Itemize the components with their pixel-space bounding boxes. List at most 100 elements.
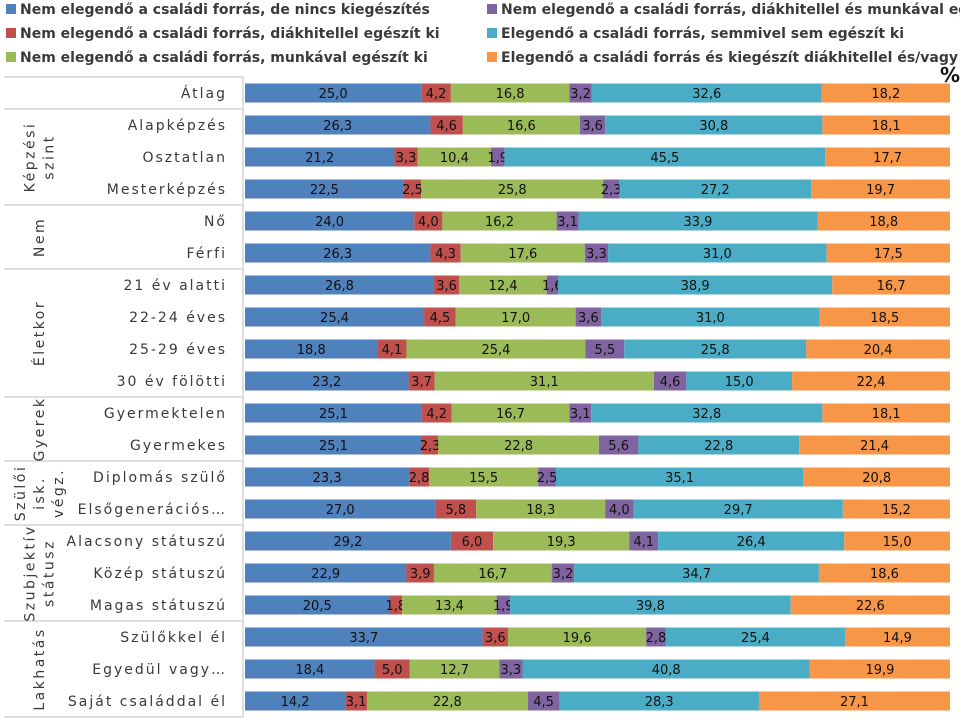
- row-3: Osztatlan 21,2 3,3 10,4 1,9 45,5 17,7: [142, 147, 950, 167]
- data-label: 13,4: [435, 599, 464, 614]
- bar-segment: [504, 147, 826, 167]
- data-label: 12,7: [440, 663, 469, 678]
- data-label: 3,6: [485, 631, 506, 646]
- legend-label-1: Nem elegendő a családi forrás, de nincs …: [20, 2, 430, 18]
- data-label: 27,0: [326, 503, 355, 518]
- bar-segment: [245, 115, 431, 135]
- group-label-line: Életkor: [31, 300, 48, 366]
- row-label: 25-29 éves: [129, 342, 227, 358]
- bar-segment: [403, 179, 422, 199]
- data-label: 17,6: [508, 247, 537, 262]
- row-label: Gyermekes: [130, 438, 227, 454]
- group-label-1: Képzési szint: [23, 122, 58, 193]
- bar-segment: [491, 147, 505, 167]
- data-label: 31,0: [696, 311, 725, 326]
- data-label: 16,7: [496, 407, 525, 422]
- bar-segment: [433, 275, 460, 295]
- bar-segment: [574, 563, 819, 583]
- data-label: 16,6: [507, 119, 536, 134]
- rows: Átlag 25,0 4,2 16,8 3,2 32,6 18,2 Alapképzés 26,…: [67, 83, 951, 711]
- data-label: 22,6: [856, 599, 885, 614]
- data-label: 17,7: [873, 151, 902, 166]
- group-label-2: Nem: [32, 217, 48, 257]
- bar-segment: [821, 83, 950, 103]
- legend-swatch-4: [487, 4, 497, 14]
- bar-segment: [421, 83, 451, 103]
- data-label: 18,4: [295, 663, 324, 678]
- bar-segment: [245, 307, 425, 327]
- data-label: 25,4: [741, 631, 770, 646]
- data-label: 15,5: [469, 471, 498, 486]
- data-label: 25,0: [319, 87, 348, 102]
- data-label: 3,2: [553, 567, 574, 582]
- bar-segment: [629, 531, 659, 551]
- bar-segment: [569, 403, 592, 423]
- bar-segment: [421, 179, 604, 199]
- bar-segment: [435, 499, 477, 519]
- bar-segment: [605, 115, 823, 135]
- data-label: 10,4: [440, 151, 469, 166]
- data-label: 2,3: [420, 439, 441, 454]
- row-1: Átlag 25,0 4,2 16,8 3,2 32,6 18,2: [181, 83, 950, 103]
- row-label: Magas státuszú: [90, 598, 227, 614]
- bar-segment: [559, 691, 759, 711]
- row-8: 22-24 éves 25,4 4,5 17,0 3,6 31,0 18,5: [129, 307, 950, 327]
- bar-segment: [527, 691, 560, 711]
- data-label: 22,8: [704, 439, 733, 454]
- group-label-6: Szubjektív státusz: [23, 524, 58, 621]
- data-label: 32,6: [692, 87, 721, 102]
- data-label: 3,1: [557, 215, 578, 230]
- data-label: 3,6: [582, 119, 603, 134]
- data-label: 15,0: [883, 535, 912, 550]
- bar-segment: [402, 595, 497, 615]
- data-label: 3,2: [570, 87, 591, 102]
- group-label-3: Életkor: [31, 300, 48, 366]
- data-label: 1,9: [487, 151, 508, 166]
- bar-segment: [584, 243, 609, 263]
- bar-segment: [429, 467, 539, 487]
- row-20: Saját családdal él 14,2 3,1 22,8 4,5 28,3 27,1: [68, 691, 951, 711]
- bar-segment: [424, 307, 456, 327]
- bar-segment: [842, 499, 950, 519]
- data-label: 4,1: [633, 535, 654, 550]
- bar-segment: [790, 595, 950, 615]
- data-label: 25,8: [701, 343, 730, 358]
- bar-segment: [455, 307, 576, 327]
- row-label: Gyermektelen: [104, 406, 227, 422]
- row-17: Magas státuszú 20,5 1,8 13,4 1,9 39,8 22,6: [90, 595, 950, 615]
- row-15: Alacsony státuszú 29,2 6,0 19,3 4,1 26,4 15,0: [67, 531, 950, 551]
- bar-segment: [430, 115, 463, 135]
- bar-segment: [499, 659, 523, 679]
- bar-segment: [546, 275, 559, 295]
- data-label: 16,7: [478, 567, 507, 582]
- bar-segment: [619, 179, 812, 199]
- bar-segment: [417, 147, 492, 167]
- legend-swatch-2: [6, 28, 16, 38]
- group-label-line: Szülői: [13, 465, 29, 521]
- row-10: 30 év fölötti 23,2 3,7 31,1 4,6 15,0 22,4: [117, 371, 950, 391]
- bar-segment: [578, 211, 818, 231]
- row-6: Férfi 26,3 4,3 17,6 3,3 31,0 17,5: [187, 243, 950, 263]
- bar-segment: [575, 307, 602, 327]
- bar-segment: [245, 339, 378, 359]
- data-label: 14,9: [883, 631, 912, 646]
- data-label: 24,0: [315, 215, 344, 230]
- bar-segment: [462, 115, 580, 135]
- row-4: Mesterképzés 22,5 2,5 25,8 2,3 27,2 19,7: [107, 179, 950, 199]
- bar-segment: [438, 435, 599, 455]
- legend-label-2: Nem elegendő a családi forrás, diákhitel…: [20, 26, 440, 42]
- bar-segment: [538, 467, 556, 487]
- bar-segment: [459, 275, 547, 295]
- row-14: Elsőgenerációs… 27,0 5,8 18,3 4,0 29,7 15,2: [78, 499, 950, 519]
- unit-label: %: [940, 63, 960, 87]
- bar-segment: [374, 659, 410, 679]
- bar-segment: [591, 403, 823, 423]
- data-label: 22,4: [857, 375, 886, 390]
- legend-label-6: Elegendő a családi forrás és kiegészít d…: [501, 50, 960, 66]
- data-label: 1,9: [493, 599, 514, 614]
- bar-segment: [818, 563, 950, 583]
- data-label: 20,8: [862, 471, 891, 486]
- bar-segment: [408, 371, 435, 391]
- bar-segment: [646, 627, 666, 647]
